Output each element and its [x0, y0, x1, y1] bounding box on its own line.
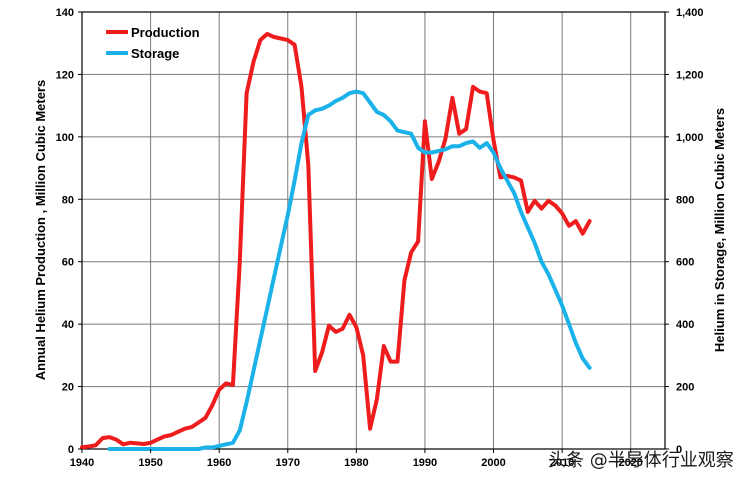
y-left-tick-label: 40: [62, 319, 74, 331]
series-line-storage: [107, 89, 592, 451]
y-left-tick-label: 0: [68, 444, 74, 456]
grid-lines: [82, 11, 665, 450]
x-tick-label: 1990: [413, 457, 437, 469]
x-tick-label: 1950: [138, 457, 162, 469]
x-tick-label: 1960: [207, 457, 231, 469]
y-right-tick-label: 800: [676, 194, 694, 206]
y-left-tick-label: 20: [62, 382, 74, 394]
y-right-tick-label: 200: [676, 382, 694, 394]
legend-label-production: Production: [131, 25, 200, 40]
legend-label-storage: Storage: [131, 46, 179, 61]
x-tick-label: 1940: [70, 457, 94, 469]
x-tick-label: 1970: [276, 457, 300, 469]
y-right-tick-label: 600: [676, 257, 694, 269]
y-left-tick-label: 140: [56, 7, 74, 19]
series-line-production: [80, 31, 592, 450]
y-right-axis-title: Helium in Storage, Million Cubic Meters: [712, 108, 727, 352]
watermark-text: 头条 @半导体行业观察: [548, 450, 734, 471]
y-right-tick-label: 1,400: [676, 7, 704, 19]
x-tick-label: 1980: [344, 457, 368, 469]
y-right-tick-label: 400: [676, 319, 694, 331]
x-tick-label: 2020: [618, 457, 642, 469]
y-right-tick-label: 1,200: [676, 69, 704, 81]
y-right-tick-label: 1,000: [676, 132, 704, 144]
y-left-axis-title: Annual Helium Production , Million Cubic…: [33, 80, 48, 380]
y-right-axis-ticks: 0 200 400 600 800 1,000 1,200 1,400: [665, 7, 704, 456]
y-left-tick-label: 100: [56, 132, 74, 144]
legend: Production Storage: [106, 25, 200, 61]
series-layer: [80, 31, 592, 451]
y-left-tick-label: 80: [62, 194, 74, 206]
y-right-tick-label: 0: [676, 444, 682, 456]
watermark: 头条 @半导体行业观察: [548, 446, 734, 472]
y-left-tick-label: 60: [62, 257, 74, 269]
y-left-axis-ticks: 0 20 40 60 80 100 120 140: [56, 7, 82, 456]
plot-area-border: [81, 11, 666, 450]
x-axis-ticks: 1940 1950 1960 1970 1980 1990 2000 2010 2020: [70, 449, 643, 469]
x-tick-label: 2000: [481, 457, 505, 469]
y-left-tick-label: 120: [56, 69, 74, 81]
x-tick-label: 2010: [550, 457, 574, 469]
plot-frame: [81, 11, 666, 450]
